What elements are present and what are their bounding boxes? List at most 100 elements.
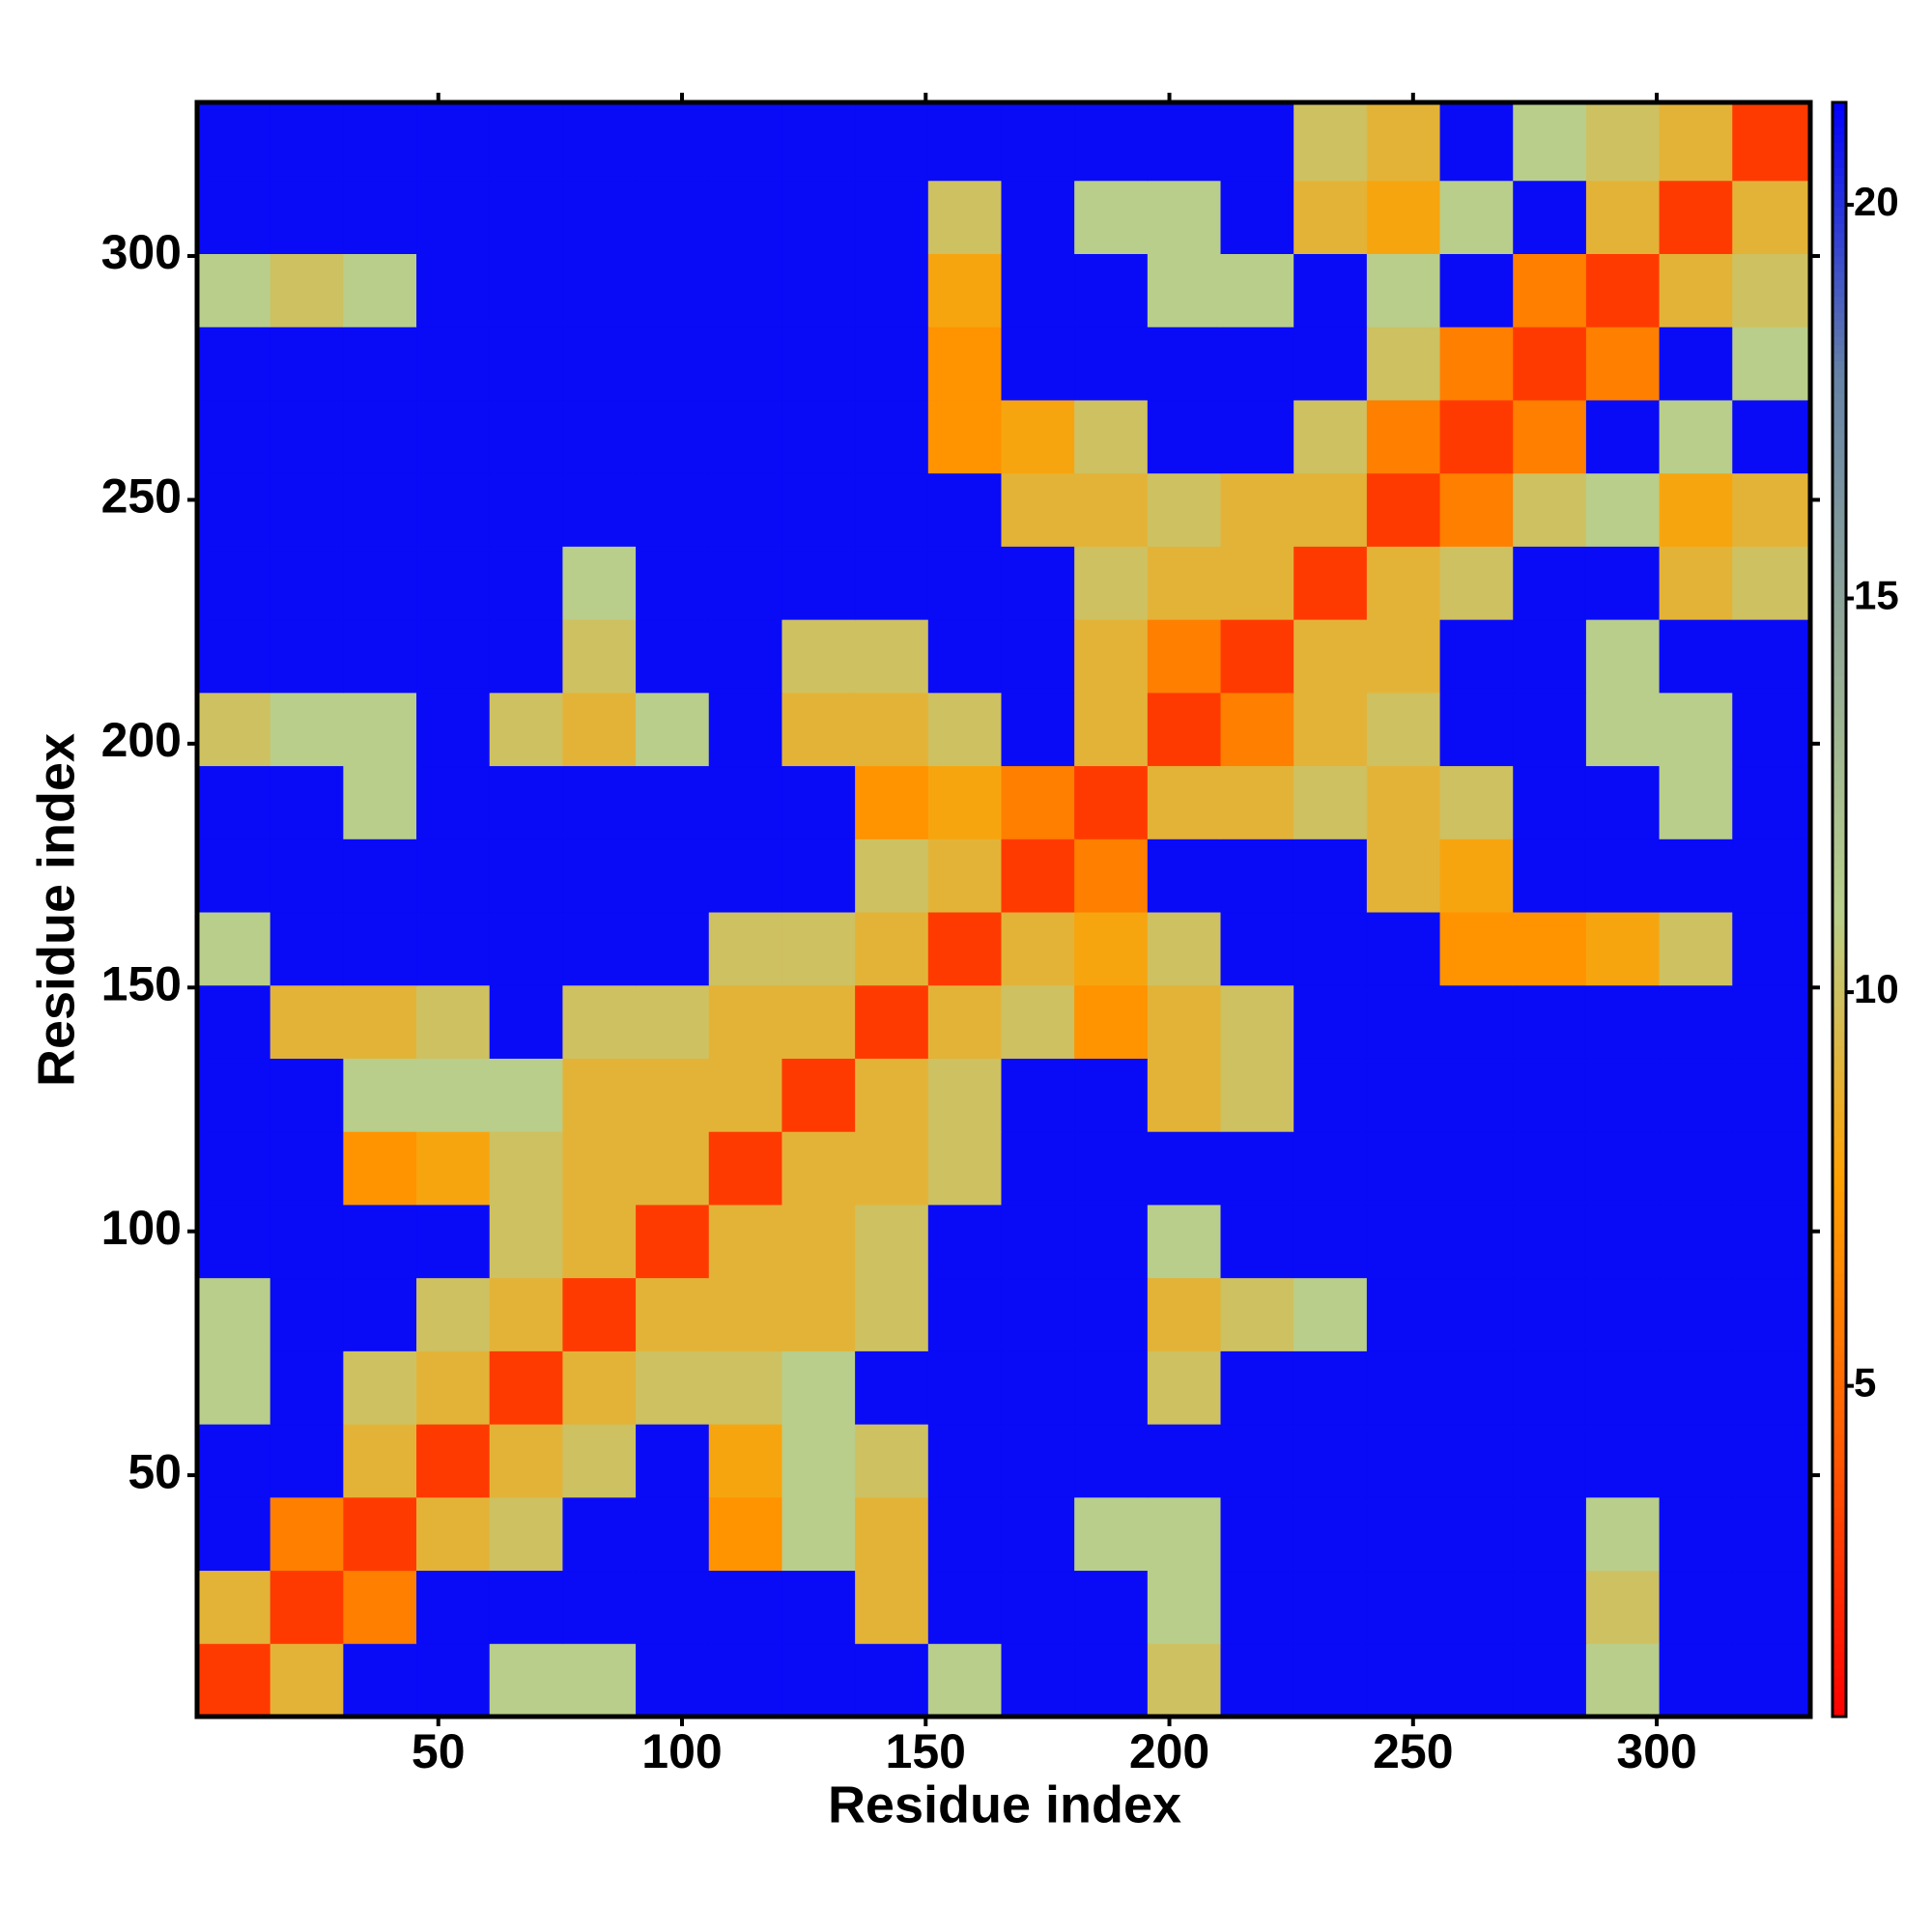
heatmap-cell <box>1585 1350 1661 1425</box>
heatmap-cell <box>270 1643 344 1718</box>
heatmap-cell <box>416 838 491 913</box>
heatmap-cell <box>1513 180 1587 254</box>
heatmap-cell <box>1585 984 1661 1059</box>
heatmap-cell <box>1293 1350 1368 1425</box>
heatmap-cell <box>1147 692 1222 767</box>
colorbar-segment <box>1833 1369 1846 1378</box>
heatmap-cell <box>1585 102 1661 182</box>
colorbar-segment <box>1833 522 1846 531</box>
heatmap-cell <box>1220 912 1294 986</box>
colorbar-segment <box>1833 925 1846 935</box>
heatmap-cell <box>855 1424 929 1498</box>
colorbar-frame <box>1831 100 1848 1719</box>
heatmap-cell <box>1732 619 1811 694</box>
colorbar-segment <box>1833 1482 1846 1492</box>
heatmap-cell <box>1439 1058 1514 1132</box>
colorbar-segment <box>1833 1571 1846 1580</box>
colorbar-segment <box>1833 1280 1846 1290</box>
heatmap-cell <box>1293 180 1368 254</box>
colorbar-segment <box>1833 1554 1846 1564</box>
heatmap-cell <box>1366 838 1441 913</box>
heatmap-cell <box>197 912 271 986</box>
colorbar-segment <box>1833 780 1846 789</box>
heatmap-cell <box>636 180 710 254</box>
heatmap-cell <box>1513 1277 1587 1351</box>
heatmap-cell <box>1659 1350 1733 1425</box>
heatmap-cell <box>855 1058 929 1132</box>
colorbar-segment <box>1833 901 1846 911</box>
colorbar-segment <box>1833 1232 1846 1241</box>
heatmap-cell <box>270 1058 344 1132</box>
heatmap-cell <box>1074 1058 1149 1132</box>
heatmap-cell <box>1732 1424 1811 1498</box>
colorbar-tick-label: 20 <box>1854 179 1899 224</box>
heatmap-cell <box>927 1131 1002 1206</box>
heatmap-cell <box>927 102 1002 182</box>
heatmap-cell <box>1147 399 1222 474</box>
heatmap-cell <box>1001 472 1075 547</box>
heatmap-cell <box>927 1204 1002 1279</box>
heatmap-cell <box>562 1350 637 1425</box>
colorbar-segment <box>1833 667 1846 676</box>
heatmap-cell <box>1293 1496 1368 1572</box>
heatmap-cell <box>1732 327 1811 401</box>
heatmap-cell <box>1585 253 1661 327</box>
colorbar-segment <box>1833 433 1846 442</box>
colorbar-segment <box>1833 562 1846 572</box>
heatmap-cell <box>1732 1277 1811 1351</box>
colorbar-segment <box>1833 1426 1846 1435</box>
heatmap-cell <box>1074 1204 1149 1279</box>
x-tick-label: 50 <box>412 1724 466 1778</box>
colorbar-segment <box>1833 497 1846 507</box>
heatmap-cell <box>1074 619 1149 694</box>
heatmap-cell <box>1074 1424 1149 1498</box>
heatmap-cell <box>1220 619 1294 694</box>
heatmap-cell <box>197 327 271 401</box>
heatmap-cell <box>1147 838 1222 913</box>
heatmap-cell <box>1732 253 1811 327</box>
heatmap-cell <box>1001 838 1075 913</box>
colorbar-segment <box>1833 1345 1846 1354</box>
heatmap-cell <box>1659 1496 1733 1572</box>
heatmap-cell <box>636 692 710 767</box>
colorbar-tick-label: 15 <box>1854 573 1899 618</box>
heatmap-cell <box>1513 1643 1587 1718</box>
heatmap-cell <box>1439 1496 1514 1572</box>
heatmap-cell <box>1074 253 1149 327</box>
heatmap-cell <box>1001 765 1075 839</box>
heatmap-cell <box>562 546 637 620</box>
heatmap-cell <box>1220 765 1294 839</box>
heatmap-cell <box>1366 1643 1441 1718</box>
heatmap-cell <box>1732 1204 1811 1279</box>
heatmap-cell <box>270 253 344 327</box>
colorbar-segment <box>1833 1176 1846 1185</box>
heatmap-cell <box>1293 619 1368 694</box>
heatmap-cell <box>1732 765 1811 839</box>
heatmap-cell <box>489 102 563 182</box>
heatmap-cell <box>343 1570 417 1644</box>
heatmap-cell <box>1585 692 1661 767</box>
heatmap-cell <box>489 472 563 547</box>
heatmap-cell <box>1513 253 1587 327</box>
heatmap-cell <box>1732 546 1811 620</box>
heatmap-cell <box>1220 984 1294 1059</box>
colorbar-segment <box>1833 1200 1846 1209</box>
colorbar-segment <box>1833 1458 1846 1467</box>
colorbar-segment <box>1833 788 1846 798</box>
heatmap-cell <box>1220 546 1294 620</box>
heatmap-cell <box>1513 1424 1587 1498</box>
heatmap-cell <box>1439 472 1514 547</box>
heatmap-cell <box>1366 253 1441 327</box>
heatmap-cell <box>1732 912 1811 986</box>
heatmap-cell <box>489 1496 563 1572</box>
colorbar-segment <box>1833 804 1846 813</box>
heatmap-cell <box>1659 1277 1733 1351</box>
heatmap-cell <box>708 1496 782 1572</box>
colorbar-segment <box>1833 1087 1846 1096</box>
heatmap-cell <box>855 1570 929 1644</box>
heatmap-cell <box>1220 472 1294 547</box>
colorbar-segment <box>1833 473 1846 483</box>
heatmap-cell <box>197 1058 271 1132</box>
heatmap-cell <box>1074 102 1149 182</box>
heatmap-cell <box>1513 1131 1587 1206</box>
